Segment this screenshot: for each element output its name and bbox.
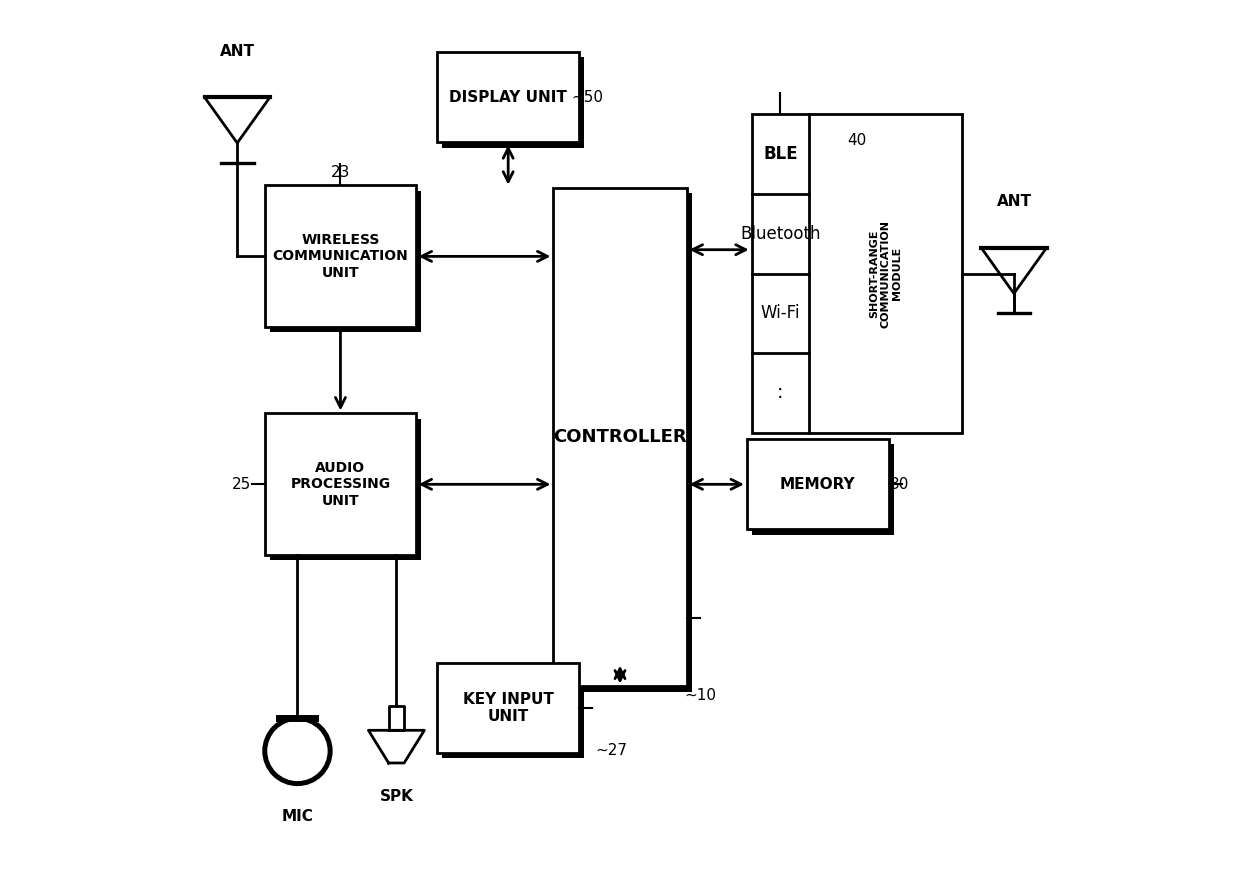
- Text: SPK: SPK: [379, 789, 413, 804]
- Bar: [443, 668, 584, 759]
- Text: ~10: ~10: [684, 688, 715, 703]
- Polygon shape: [205, 97, 270, 143]
- Bar: [270, 419, 420, 560]
- Bar: [438, 662, 579, 753]
- Bar: [746, 439, 889, 530]
- Text: MEMORY: MEMORY: [780, 477, 856, 492]
- Bar: [265, 413, 415, 555]
- Text: KEY INPUT
UNIT: KEY INPUT UNIT: [463, 691, 553, 725]
- Text: BLE: BLE: [763, 145, 797, 163]
- Text: ~50: ~50: [572, 90, 604, 105]
- Polygon shape: [368, 731, 424, 763]
- Bar: [751, 444, 894, 535]
- Bar: [553, 188, 687, 686]
- Text: DISPLAY UNIT: DISPLAY UNIT: [449, 90, 567, 105]
- Text: ANT: ANT: [219, 44, 254, 59]
- Bar: [265, 185, 415, 328]
- Text: :: :: [777, 384, 784, 402]
- Polygon shape: [981, 247, 1047, 294]
- Bar: [751, 114, 962, 433]
- Text: MIC: MIC: [281, 809, 314, 824]
- Bar: [270, 191, 420, 332]
- Bar: [558, 193, 692, 691]
- Bar: [438, 52, 579, 142]
- Bar: [443, 58, 584, 148]
- Text: Bluetooth: Bluetooth: [740, 225, 821, 243]
- Text: 23: 23: [331, 164, 350, 179]
- Text: AUDIO
PROCESSING
UNIT: AUDIO PROCESSING UNIT: [290, 461, 391, 508]
- Text: WIRELESS
COMMUNICATION
UNIT: WIRELESS COMMUNICATION UNIT: [273, 233, 408, 280]
- Text: CONTROLLER: CONTROLLER: [553, 428, 687, 446]
- Text: Wi-Fi: Wi-Fi: [760, 304, 800, 323]
- Text: 30: 30: [890, 477, 909, 492]
- Text: ANT: ANT: [997, 194, 1032, 209]
- Text: 40: 40: [847, 133, 867, 148]
- Text: ~27: ~27: [595, 744, 627, 759]
- Text: 25: 25: [232, 477, 252, 492]
- Text: SHORT-RANGE
COMMUNICATION
MODULE: SHORT-RANGE COMMUNICATION MODULE: [869, 219, 903, 328]
- Circle shape: [265, 718, 330, 784]
- Polygon shape: [388, 706, 404, 731]
